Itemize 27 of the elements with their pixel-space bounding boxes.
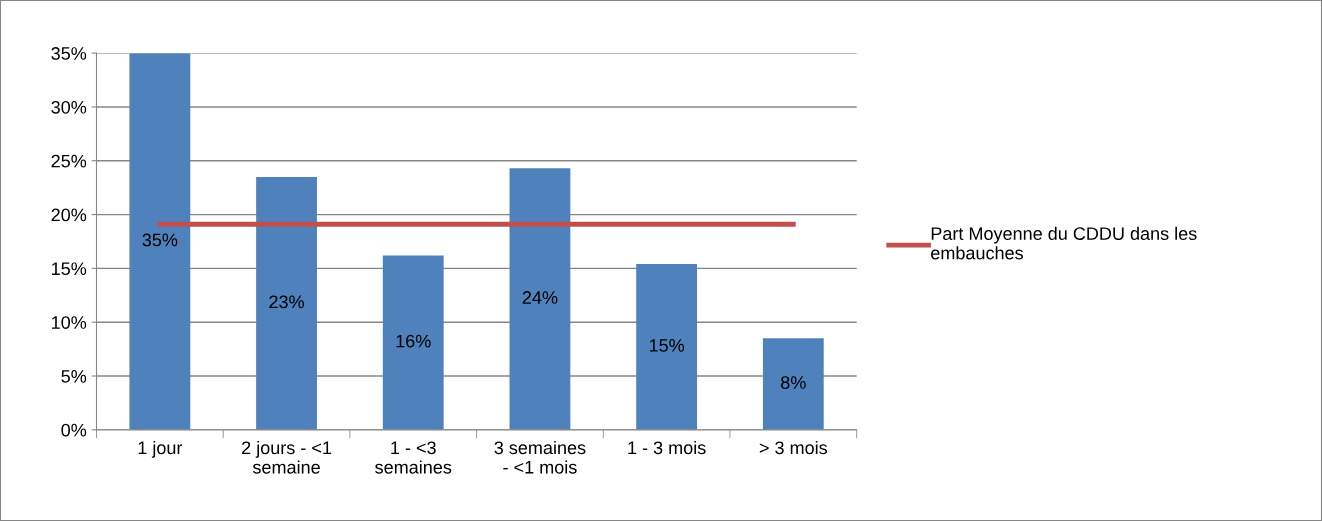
data-label: 8%	[781, 376, 806, 389]
data-label: 24%	[522, 291, 558, 304]
data-label: 16%	[396, 334, 431, 348]
y-tick-label: 5%	[61, 370, 87, 383]
bar	[636, 264, 698, 430]
x-tick-label: 1 - <3 semaines	[375, 441, 452, 474]
x-tick-label: > 3 mois	[759, 440, 828, 455]
y-tick-label: 15%	[52, 262, 87, 276]
y-tick-label: 0%	[61, 423, 87, 437]
y-tick-label: 25%	[51, 154, 87, 168]
bar	[509, 168, 571, 430]
x-tick-label: 3 semaines - <1 mois	[494, 440, 586, 474]
data-label: 35%	[142, 233, 178, 247]
bar	[382, 255, 444, 430]
legend-label: Part Moyenne du CDDU dans les embauches	[931, 226, 1197, 260]
data-label: 15%	[649, 339, 685, 352]
x-tick-label: 2 jours - <1 semaine	[242, 440, 332, 474]
y-tick-label: 10%	[52, 316, 87, 329]
y-tick-label: 35%	[51, 47, 87, 60]
bar	[256, 176, 317, 430]
data-label: 23%	[269, 295, 304, 309]
bar	[129, 53, 191, 430]
y-tick-label: 30%	[51, 100, 87, 114]
x-tick-label: 1 jour	[138, 440, 183, 458]
x-tick-label: 1 - 3 mois	[628, 440, 706, 455]
bar	[762, 338, 824, 430]
y-tick-label: 20%	[51, 208, 87, 222]
